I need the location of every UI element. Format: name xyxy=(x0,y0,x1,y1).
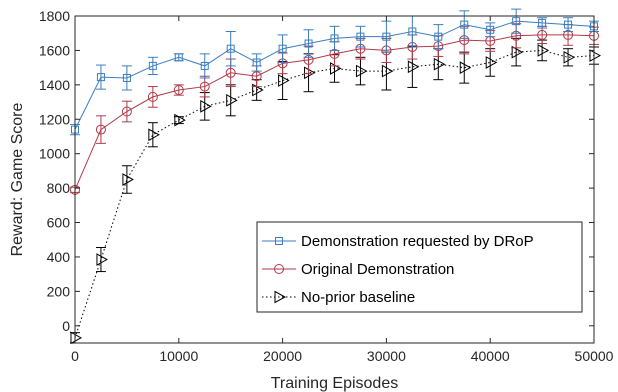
y-tick-label: 1800 xyxy=(39,8,70,24)
data-point xyxy=(511,45,524,59)
y-tick-label: 200 xyxy=(47,283,71,299)
data-point xyxy=(330,62,342,75)
legend-marker xyxy=(274,264,284,274)
data-point xyxy=(121,106,132,117)
series-0 xyxy=(70,8,599,136)
legend-marker xyxy=(275,237,283,245)
data-point xyxy=(278,74,290,87)
legend-entries: Demonstration requested by DRoP Original … xyxy=(262,233,534,306)
data-point xyxy=(459,61,472,74)
x-tick-label: 40000 xyxy=(471,348,510,364)
data-point xyxy=(563,50,576,64)
legend-label: No-prior baseline xyxy=(301,289,415,306)
y-tick-label: 1200 xyxy=(39,111,70,127)
data-point xyxy=(252,83,264,97)
data-point xyxy=(173,85,184,96)
data-point xyxy=(251,71,262,82)
data-point xyxy=(148,61,157,70)
data-point xyxy=(122,73,131,82)
data-point xyxy=(70,331,83,345)
data-point xyxy=(460,20,469,29)
data-point xyxy=(537,29,548,40)
legend-marker xyxy=(274,290,287,304)
y-tick-label: 1000 xyxy=(39,146,70,162)
legend-entry: No-prior baseline xyxy=(262,289,415,306)
data-point xyxy=(199,81,210,92)
y-tick-label: 800 xyxy=(47,180,71,196)
legend-label: Original Demonstration xyxy=(301,261,454,278)
data-point xyxy=(174,113,186,127)
y-tick-label: 1400 xyxy=(39,77,70,93)
data-point xyxy=(356,32,365,41)
data-point xyxy=(434,32,443,41)
data-point xyxy=(200,61,209,70)
x-axis-title: Training Episodes xyxy=(271,375,398,392)
data-point xyxy=(355,64,368,78)
legend-label: Demonstration requested by DRoP xyxy=(301,233,534,250)
data-point xyxy=(564,20,573,29)
x-tick-label: 10000 xyxy=(159,348,198,364)
x-tick-label: 0 xyxy=(71,348,79,364)
data-point xyxy=(408,27,417,36)
data-point xyxy=(226,44,235,53)
data-point xyxy=(433,57,446,71)
data-point xyxy=(95,124,106,135)
data-point xyxy=(330,34,339,43)
data-point xyxy=(512,17,521,26)
x-tick-label: 20000 xyxy=(263,348,302,364)
data-point xyxy=(407,60,420,74)
ticks-layer: 0 10000 20000 30000 40000 50000 0 200 400 600 800 1… xyxy=(39,8,614,364)
legend: Demonstration requested by DRoP Original … xyxy=(256,221,583,313)
data-point xyxy=(382,32,391,41)
data-point xyxy=(589,49,602,62)
legend-box xyxy=(256,221,583,313)
data-point xyxy=(486,25,495,34)
data-point xyxy=(122,173,134,186)
y-tick-label: 0 xyxy=(62,318,70,334)
x-tick-label: 30000 xyxy=(367,348,406,364)
data-point xyxy=(226,93,238,107)
data-point xyxy=(278,44,287,53)
data-point xyxy=(304,66,316,80)
series-layer xyxy=(70,8,602,345)
data-point xyxy=(96,253,108,266)
y-axis-title: Reward: Game Score xyxy=(9,102,26,256)
data-point xyxy=(252,58,261,67)
y-tick-label: 400 xyxy=(47,249,71,265)
data-point xyxy=(148,128,160,142)
data-point xyxy=(485,56,498,69)
legend-entry: Original Demonstration xyxy=(262,261,454,278)
data-point xyxy=(200,100,212,113)
data-point xyxy=(225,67,236,78)
data-point xyxy=(96,73,105,82)
legend-entry: Demonstration requested by DRoP xyxy=(262,233,534,250)
data-point xyxy=(147,91,158,102)
data-point xyxy=(538,18,547,27)
data-point xyxy=(537,44,550,57)
data-point xyxy=(174,53,183,62)
y-tick-label: 1600 xyxy=(39,42,70,58)
y-tick-label: 600 xyxy=(47,215,71,231)
data-point xyxy=(381,64,394,78)
x-tick-label: 50000 xyxy=(575,348,614,364)
plot-frame xyxy=(74,15,595,344)
data-point xyxy=(304,39,313,48)
